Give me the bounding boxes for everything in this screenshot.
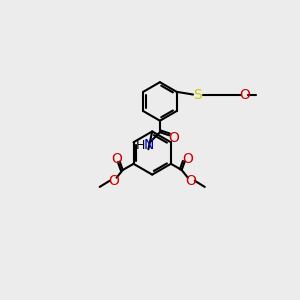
Text: N: N — [143, 138, 154, 152]
Text: O: O — [168, 130, 179, 145]
Text: O: O — [239, 88, 250, 101]
Text: O: O — [185, 174, 196, 188]
Text: S: S — [193, 88, 202, 101]
Text: O: O — [182, 152, 193, 166]
Text: O: O — [111, 152, 122, 166]
Text: O: O — [108, 174, 119, 188]
Text: H: H — [136, 139, 145, 152]
